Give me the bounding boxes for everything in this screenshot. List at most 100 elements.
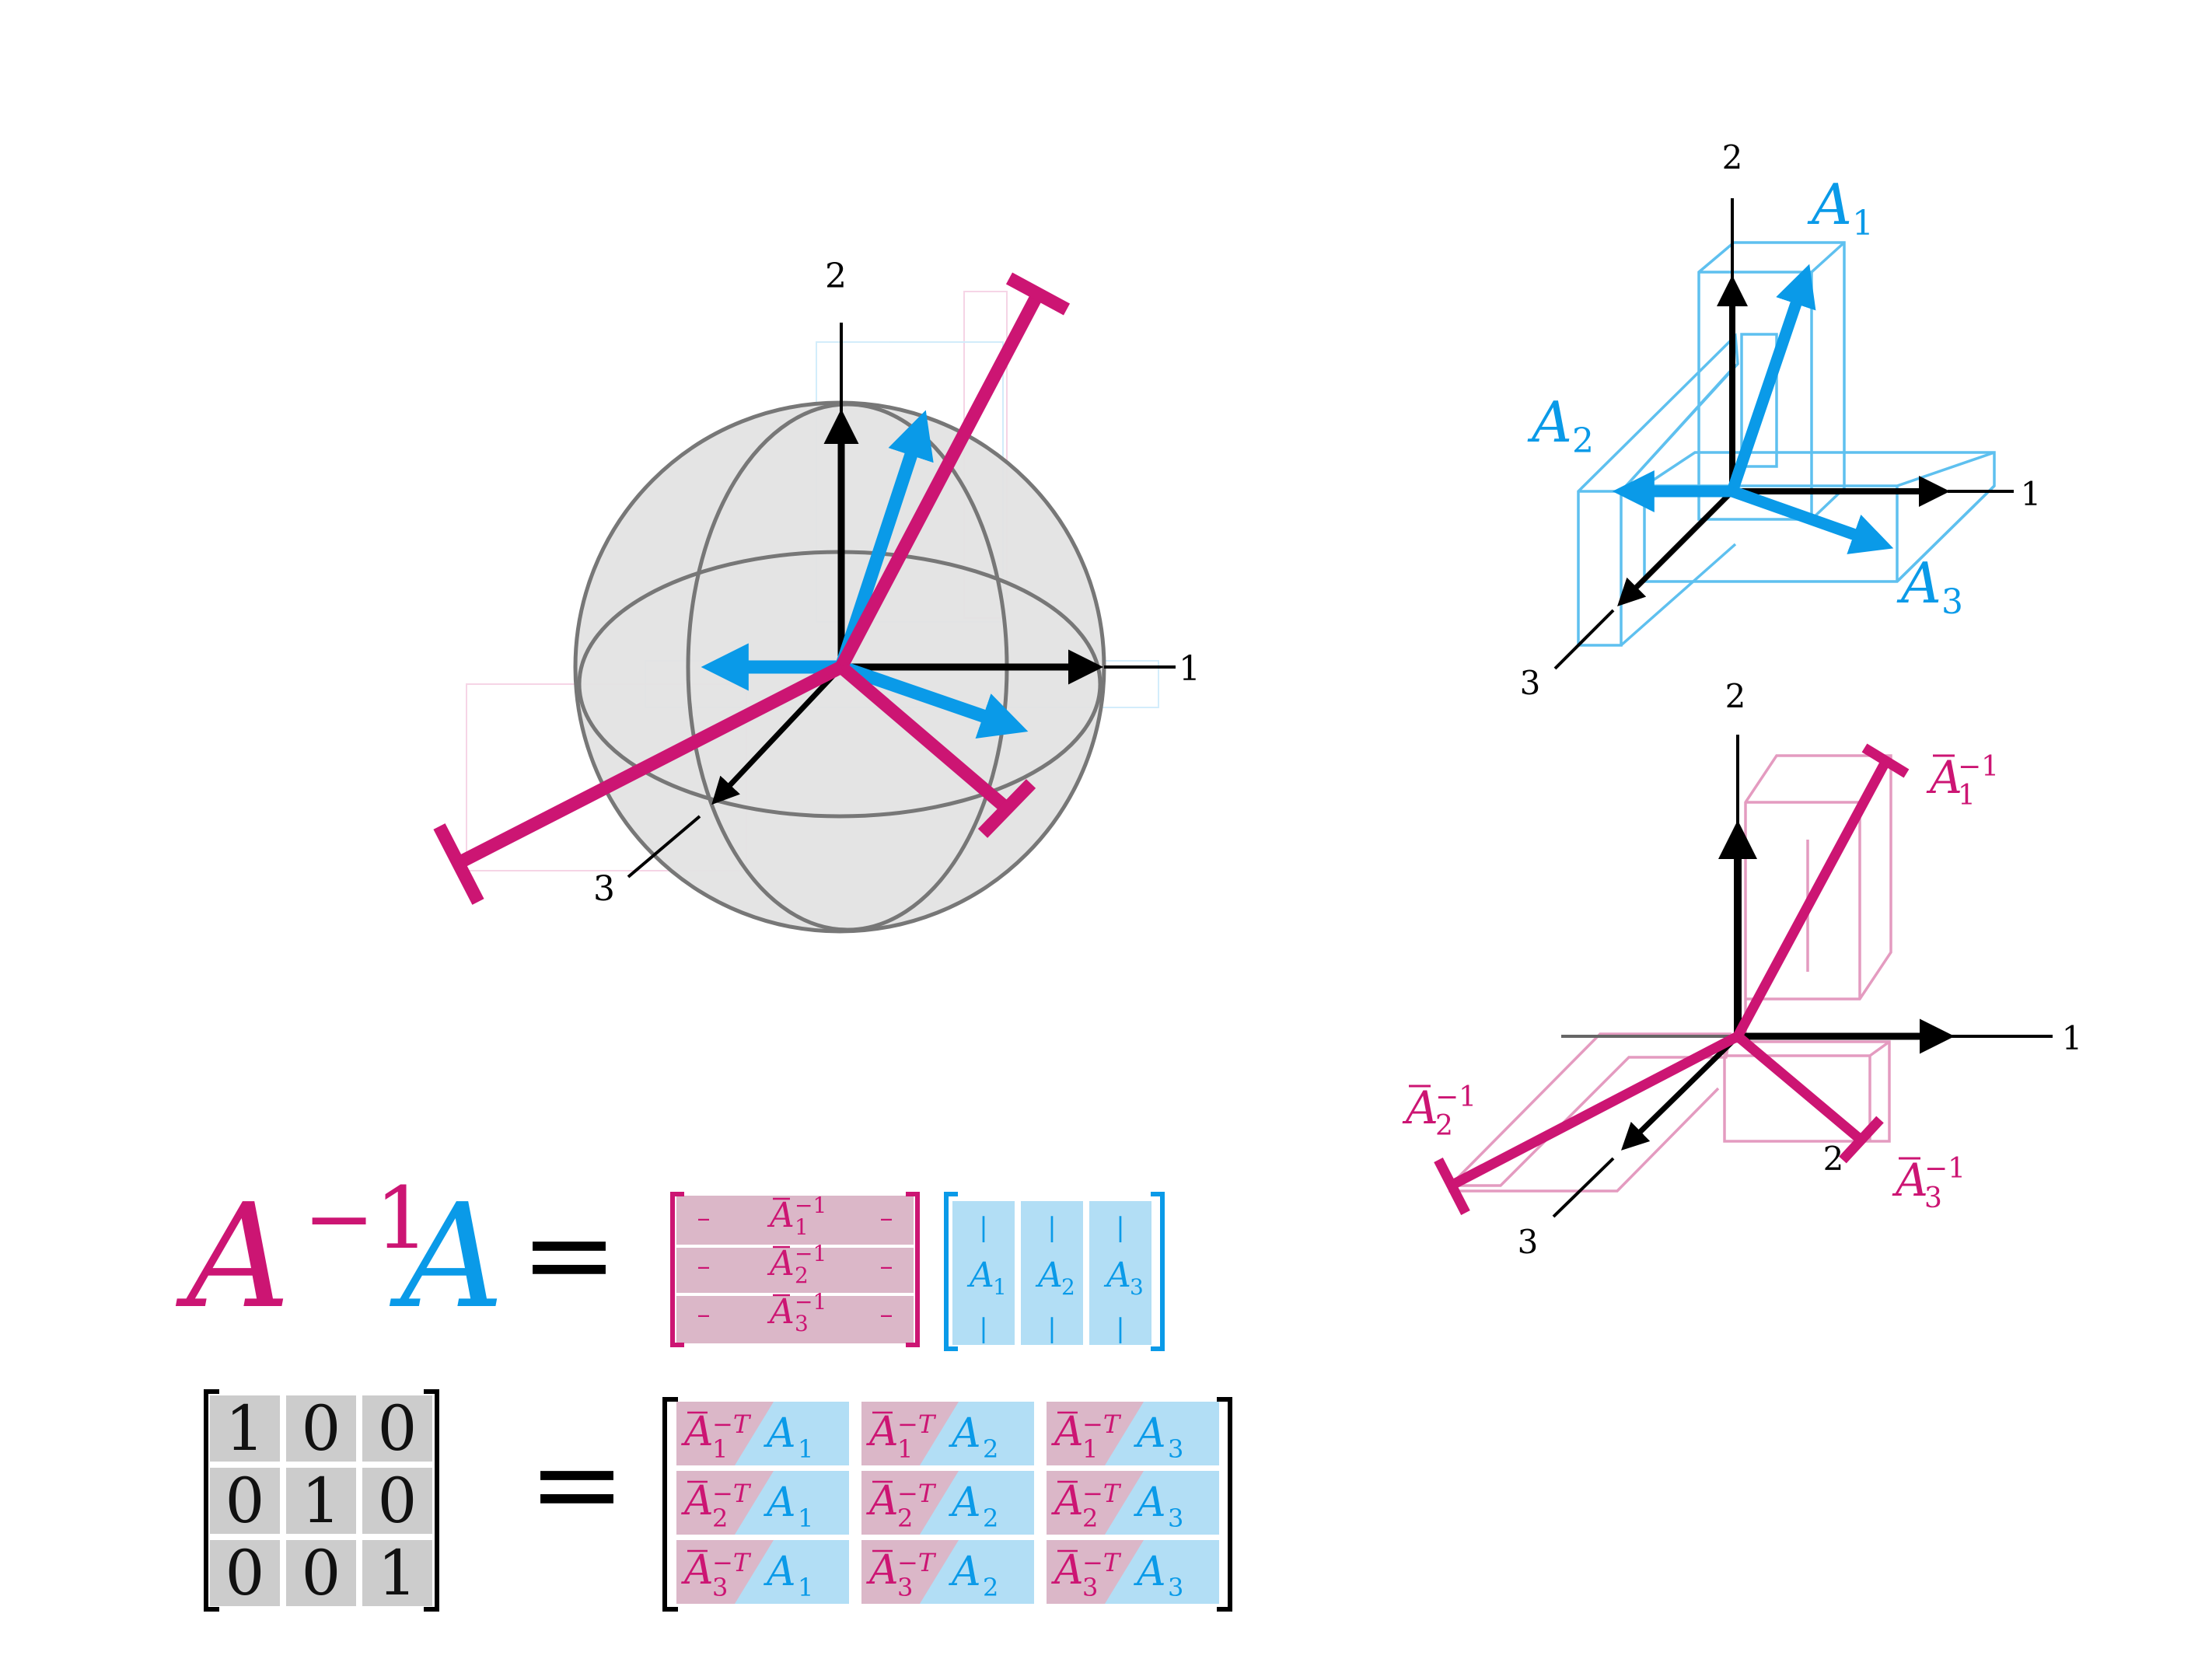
covector-a2-inv-cap xyxy=(1434,1158,1470,1215)
product-cell-pink xyxy=(1047,1402,1144,1465)
product-entry-sub-col: 1 xyxy=(798,1573,813,1602)
identity-entry: 1 xyxy=(302,1465,341,1537)
label-a3-inv: A −1 3 xyxy=(1892,1153,1966,1214)
column-matrix xyxy=(944,1192,1165,1351)
product-cell-pink xyxy=(676,1402,774,1465)
label-a2: A2 xyxy=(1527,389,1594,461)
row-entry-a-bar: A xyxy=(767,1292,795,1332)
product-entry-sub-row: 2 xyxy=(712,1504,728,1533)
product-entry-sub-row: 1 xyxy=(1082,1434,1098,1464)
axis-label-3: 3 xyxy=(593,869,615,909)
identity-entry: 1 xyxy=(378,1537,418,1609)
identity-entry: 0 xyxy=(302,1537,341,1609)
svg-text:A: A xyxy=(1402,1081,1438,1134)
svg-text:3: 3 xyxy=(1924,1182,1942,1214)
product-entry-a: A xyxy=(764,1479,796,1526)
product-entry-sub-col: 1 xyxy=(798,1434,813,1464)
product-entry-sup: −T xyxy=(897,1479,937,1508)
axis-3 xyxy=(1620,1034,1740,1151)
basis-vectors-diagram: 2 1 3 A1 A2 A3 xyxy=(1520,138,2042,702)
col-bar-bottom: | xyxy=(1116,1313,1124,1344)
covector-a2-inv-cap xyxy=(433,823,484,905)
product-cell-pink xyxy=(676,1471,774,1535)
svg-text:A: A xyxy=(1892,1154,1928,1207)
product-entry-a-bar: A xyxy=(1051,1547,1084,1594)
product-entry-sup: −T xyxy=(1082,1409,1122,1439)
column-matrix-entries: |A1||A2||A3| xyxy=(966,1212,1144,1344)
axis-label-3: 3 xyxy=(1520,664,1541,702)
sphere-diagram: 2 1 3 xyxy=(433,257,1200,934)
product-entry-a-bar: A xyxy=(681,1547,714,1594)
product-entry-sup: −T xyxy=(897,1409,937,1439)
product-entry-a: A xyxy=(949,1410,981,1457)
svg-text:−1: −1 xyxy=(1435,1081,1476,1113)
identity-entry: 0 xyxy=(225,1537,265,1609)
svg-text:A: A xyxy=(1926,751,1962,804)
product-entry-sup: −T xyxy=(1082,1548,1122,1577)
pink-boxes xyxy=(1446,754,1892,1193)
svg-text:2: 2 xyxy=(1435,1110,1453,1142)
row-entry-sub: 2 xyxy=(795,1263,809,1288)
product-entry-sub-row: 1 xyxy=(897,1434,913,1464)
product-entry-a-bar: A xyxy=(866,1547,899,1594)
col-entry-a: A xyxy=(966,1256,994,1295)
row-matrix xyxy=(670,1192,920,1347)
covector-a3-inv xyxy=(1734,1032,1864,1143)
axis-3 xyxy=(711,665,844,805)
product-entry-a-bar: A xyxy=(681,1478,714,1525)
axis-label-2: 2 xyxy=(1722,138,1743,176)
lhs-inverse-sup: −1 xyxy=(303,1168,429,1268)
identity-entry: 1 xyxy=(225,1392,265,1465)
row-dash-left: – xyxy=(697,1251,711,1282)
product-entry-sub-row: 3 xyxy=(1082,1573,1098,1602)
row-entry-sub: 3 xyxy=(795,1311,809,1336)
product-entry-a: A xyxy=(949,1479,981,1526)
product-matrix xyxy=(662,1397,1232,1612)
identity-matrix-entries: 1 0 00 1 00 0 1 xyxy=(225,1392,418,1609)
equation-line-1: A −1 A = xyxy=(175,1168,1165,1351)
covector-a3-inv xyxy=(837,662,1012,814)
axis-3 xyxy=(1617,489,1735,606)
product-entry-a-bar: A xyxy=(866,1478,899,1525)
product-entry-a-bar: A xyxy=(866,1409,899,1455)
product-entry-a: A xyxy=(1134,1479,1166,1526)
equation-line-2: = xyxy=(204,1389,1232,1612)
row-dash-left: – xyxy=(697,1203,711,1234)
row-entry-a-bar: A xyxy=(767,1244,795,1284)
product-entry-a: A xyxy=(764,1410,796,1457)
identity-matrix xyxy=(204,1389,439,1612)
product-entry-sub-col: 2 xyxy=(983,1573,998,1602)
lhs-a-inverse: A xyxy=(175,1172,291,1340)
axis-3-thin xyxy=(1552,1157,1615,1218)
col-bar-bottom: | xyxy=(1047,1313,1056,1344)
product-cell-pink xyxy=(861,1471,959,1535)
product-entry-sup: −T xyxy=(712,1479,752,1508)
product-entry-sup: −T xyxy=(897,1548,937,1577)
product-entry-a-bar: A xyxy=(681,1409,714,1455)
vector-a1 xyxy=(834,410,934,669)
product-entry-a-bar: A xyxy=(1051,1409,1084,1455)
row-dash-right: – xyxy=(880,1299,893,1330)
axis-3-thin xyxy=(627,815,701,878)
product-entry-a: A xyxy=(1134,1549,1166,1595)
covector-a2-inv xyxy=(1451,1032,1741,1189)
product-entry-sup: −T xyxy=(712,1548,752,1577)
product-entry-sup: −T xyxy=(1082,1479,1122,1508)
axis-3-thin xyxy=(1553,609,1615,670)
product-entry-a-bar: A xyxy=(1051,1478,1084,1525)
product-entry-a: A xyxy=(1134,1410,1166,1457)
row-entry-a-bar: A xyxy=(767,1196,795,1235)
product-entry-sub-col: 3 xyxy=(1168,1504,1183,1533)
row-dash-right: – xyxy=(880,1251,893,1282)
covector-a1-inv-cap xyxy=(1861,743,1910,778)
lhs-a: A xyxy=(389,1172,505,1340)
covector-a1-inv-cap xyxy=(1005,272,1071,316)
product-cell-pink xyxy=(1047,1471,1144,1535)
axis-label-3: 3 xyxy=(1518,1223,1539,1261)
product-entry-sub-row: 2 xyxy=(1082,1504,1098,1533)
axis-label-1: 1 xyxy=(1179,649,1200,689)
col-entry-sub: 2 xyxy=(1061,1274,1075,1300)
row-dash-left: – xyxy=(697,1299,711,1330)
covector-a3-inv-cap xyxy=(1839,1116,1884,1164)
